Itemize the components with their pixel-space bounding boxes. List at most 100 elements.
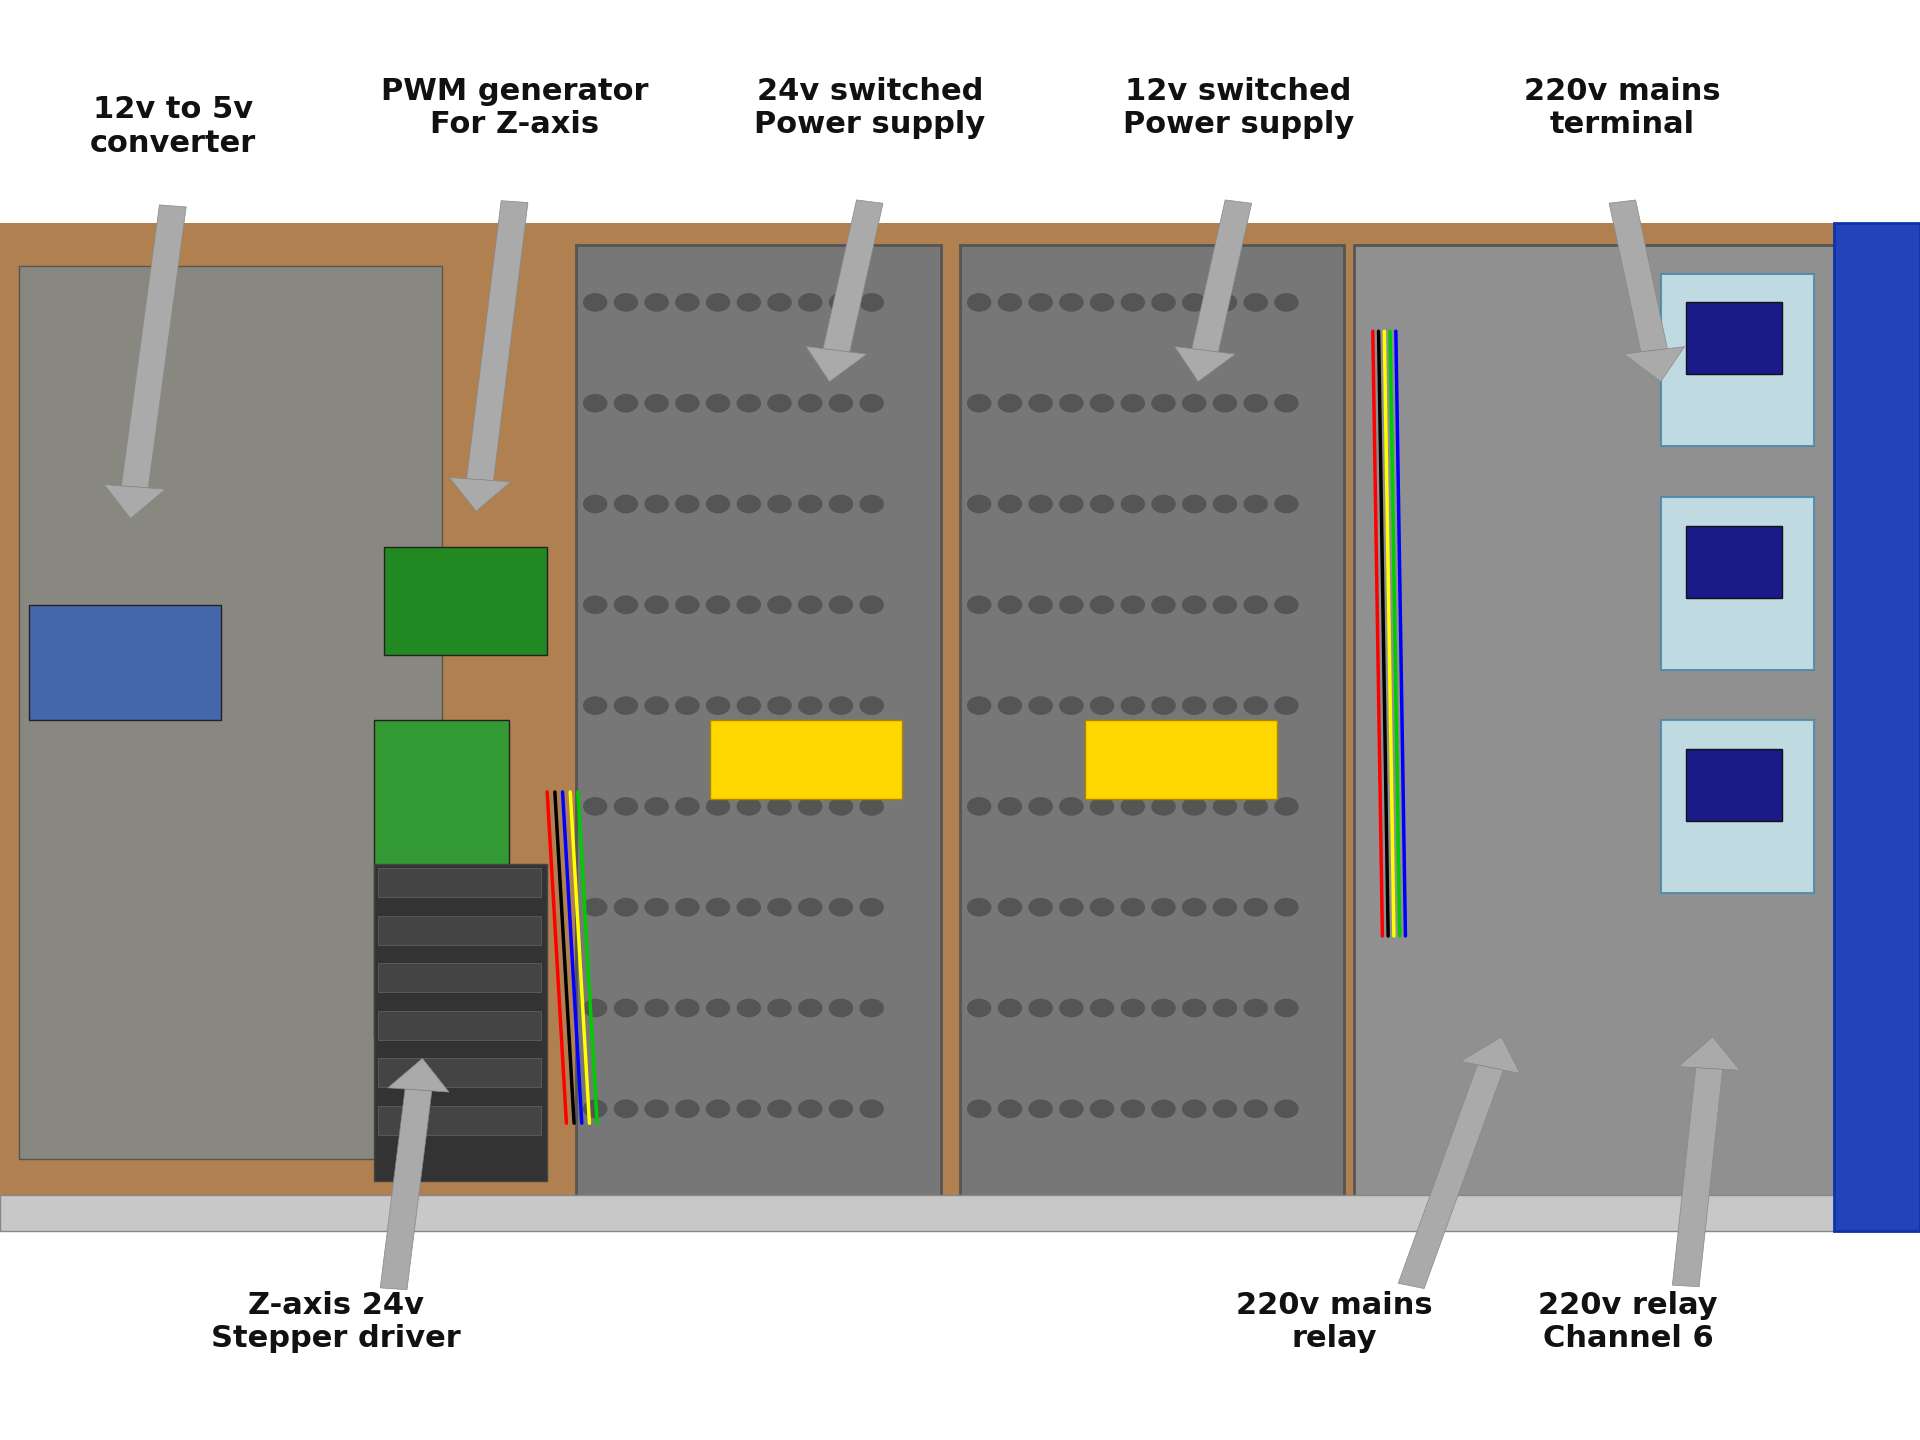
Circle shape bbox=[860, 294, 883, 311]
Circle shape bbox=[707, 495, 730, 513]
Circle shape bbox=[1275, 1100, 1298, 1117]
Text: 12v to 5v
converter: 12v to 5v converter bbox=[90, 95, 255, 158]
Bar bbox=[960, 245, 1344, 1210]
Circle shape bbox=[1152, 1100, 1175, 1117]
Circle shape bbox=[1275, 798, 1298, 815]
Circle shape bbox=[968, 798, 991, 815]
Circle shape bbox=[1213, 294, 1236, 311]
Circle shape bbox=[829, 798, 852, 815]
Circle shape bbox=[860, 899, 883, 916]
Circle shape bbox=[614, 798, 637, 815]
Circle shape bbox=[676, 999, 699, 1017]
Circle shape bbox=[1244, 899, 1267, 916]
Circle shape bbox=[1029, 596, 1052, 613]
Circle shape bbox=[737, 697, 760, 714]
Circle shape bbox=[707, 899, 730, 916]
Circle shape bbox=[768, 798, 791, 815]
Circle shape bbox=[968, 697, 991, 714]
Circle shape bbox=[1029, 495, 1052, 513]
Bar bbox=[29, 605, 221, 720]
Circle shape bbox=[968, 899, 991, 916]
Circle shape bbox=[860, 798, 883, 815]
Circle shape bbox=[1213, 1100, 1236, 1117]
Circle shape bbox=[1152, 697, 1175, 714]
Polygon shape bbox=[1624, 347, 1684, 382]
Circle shape bbox=[1060, 697, 1083, 714]
Circle shape bbox=[768, 395, 791, 412]
Circle shape bbox=[1183, 1100, 1206, 1117]
Circle shape bbox=[799, 798, 822, 815]
Bar bbox=[378, 868, 541, 897]
Circle shape bbox=[799, 294, 822, 311]
Circle shape bbox=[1213, 697, 1236, 714]
Circle shape bbox=[1275, 395, 1298, 412]
Circle shape bbox=[676, 697, 699, 714]
Circle shape bbox=[860, 596, 883, 613]
Circle shape bbox=[1275, 495, 1298, 513]
Bar bbox=[374, 720, 509, 1037]
Circle shape bbox=[860, 495, 883, 513]
Circle shape bbox=[645, 899, 668, 916]
Circle shape bbox=[1121, 1100, 1144, 1117]
Bar bbox=[1686, 749, 1782, 821]
Text: 24v switched
Power supply: 24v switched Power supply bbox=[755, 76, 985, 140]
Circle shape bbox=[614, 294, 637, 311]
Circle shape bbox=[799, 1100, 822, 1117]
Circle shape bbox=[1244, 596, 1267, 613]
Circle shape bbox=[860, 697, 883, 714]
Circle shape bbox=[1275, 697, 1298, 714]
Circle shape bbox=[1183, 899, 1206, 916]
Circle shape bbox=[998, 798, 1021, 815]
Circle shape bbox=[1121, 899, 1144, 916]
Circle shape bbox=[1213, 596, 1236, 613]
Circle shape bbox=[1091, 294, 1114, 311]
Circle shape bbox=[768, 999, 791, 1017]
Circle shape bbox=[1213, 899, 1236, 916]
Circle shape bbox=[998, 999, 1021, 1017]
Polygon shape bbox=[380, 1089, 432, 1290]
Circle shape bbox=[584, 798, 607, 815]
Bar bbox=[1834, 223, 1920, 1231]
Circle shape bbox=[1029, 999, 1052, 1017]
Bar bbox=[378, 916, 541, 945]
Circle shape bbox=[707, 999, 730, 1017]
Circle shape bbox=[614, 395, 637, 412]
Circle shape bbox=[1213, 798, 1236, 815]
Circle shape bbox=[676, 294, 699, 311]
Bar bbox=[0, 1195, 1920, 1231]
Circle shape bbox=[1060, 294, 1083, 311]
Circle shape bbox=[1152, 899, 1175, 916]
Circle shape bbox=[1091, 1100, 1114, 1117]
Circle shape bbox=[998, 1100, 1021, 1117]
Circle shape bbox=[799, 697, 822, 714]
Circle shape bbox=[1244, 294, 1267, 311]
Circle shape bbox=[614, 1100, 637, 1117]
Circle shape bbox=[1152, 294, 1175, 311]
Circle shape bbox=[584, 395, 607, 412]
Circle shape bbox=[1213, 395, 1236, 412]
Bar bbox=[1354, 245, 1882, 1210]
Bar bbox=[378, 1106, 541, 1135]
Circle shape bbox=[799, 999, 822, 1017]
Circle shape bbox=[1244, 495, 1267, 513]
Circle shape bbox=[799, 395, 822, 412]
Circle shape bbox=[645, 999, 668, 1017]
Circle shape bbox=[676, 899, 699, 916]
Circle shape bbox=[1029, 697, 1052, 714]
Circle shape bbox=[1183, 697, 1206, 714]
Bar bbox=[1686, 302, 1782, 374]
Circle shape bbox=[1152, 798, 1175, 815]
Bar bbox=[19, 266, 442, 1159]
Circle shape bbox=[829, 697, 852, 714]
Polygon shape bbox=[1678, 1037, 1740, 1070]
Polygon shape bbox=[1672, 1067, 1722, 1287]
Circle shape bbox=[829, 596, 852, 613]
Circle shape bbox=[1183, 999, 1206, 1017]
Circle shape bbox=[968, 999, 991, 1017]
Circle shape bbox=[1060, 495, 1083, 513]
Circle shape bbox=[737, 495, 760, 513]
Polygon shape bbox=[806, 347, 866, 382]
Bar bbox=[1661, 497, 1814, 670]
Polygon shape bbox=[121, 204, 186, 488]
Circle shape bbox=[1213, 999, 1236, 1017]
